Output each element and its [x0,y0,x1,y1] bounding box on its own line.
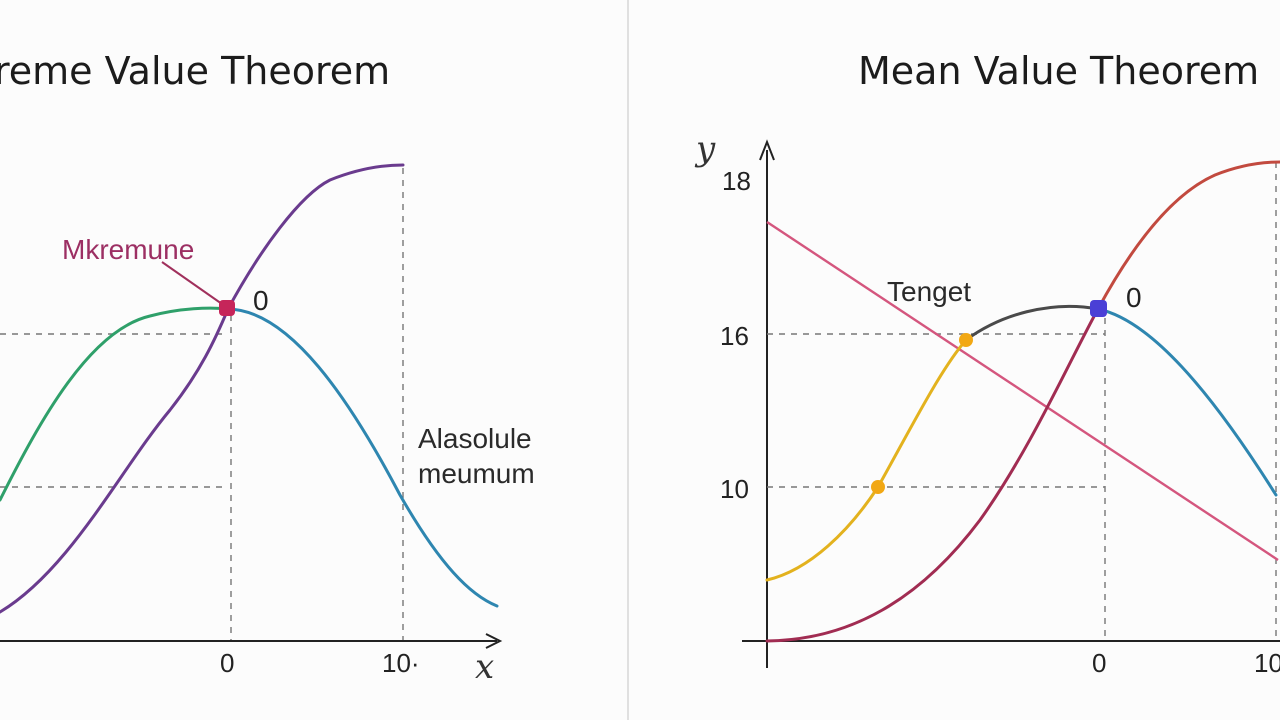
right-x-tick-zero: 0 [1092,648,1106,678]
blue-curve [226,307,499,608]
left-x-tick-zero: 0 [220,648,234,678]
right-y-axis-name: y [694,129,716,169]
right-y-axis-arrow [759,139,775,161]
tangent-point-lower [871,480,885,494]
red-curve [1096,160,1280,311]
right-y-tick-top: 18 [722,166,751,196]
blue-descending-curve [1096,307,1278,497]
tangent-label: Tenget [887,276,971,307]
dark-arc-curve [964,304,1100,342]
right-y-tick-low: 10 [720,474,749,504]
absolute-label-line2: meumum [418,458,535,489]
extreme-value-panel: reme Value Theorem Mkremune 0 Alasolule … [0,49,535,687]
tangent-line [766,220,1279,562]
maximum-point [219,300,235,316]
right-y-tick-mid: 16 [720,321,749,351]
left-x-axis-name: x [475,647,494,687]
tangent-point-upper [959,333,973,347]
crimson-curve [765,307,1100,643]
right-point-value-label: 0 [1126,282,1142,313]
left-x-tick-ten: 10· [382,648,420,678]
maximum-label: Mkremune [62,234,194,265]
right-panel-title: Mean Value Theorem [858,49,1259,93]
purple-curve [0,163,405,614]
mean-value-panel: Mean Value Theorem y 18 16 10 Tenget 0 [694,49,1280,678]
absolute-label-line1: Alasolule [418,423,532,454]
right-x-tick-ten: 10 [1254,648,1280,678]
left-point-value-label: 0 [253,285,269,316]
left-x-axis-arrow [485,633,503,649]
yellow-curve [765,338,968,582]
maximum-pointer-line [161,261,223,305]
green-curve [0,306,230,502]
mean-value-point [1090,300,1107,317]
left-panel-title: reme Value Theorem [0,49,390,93]
